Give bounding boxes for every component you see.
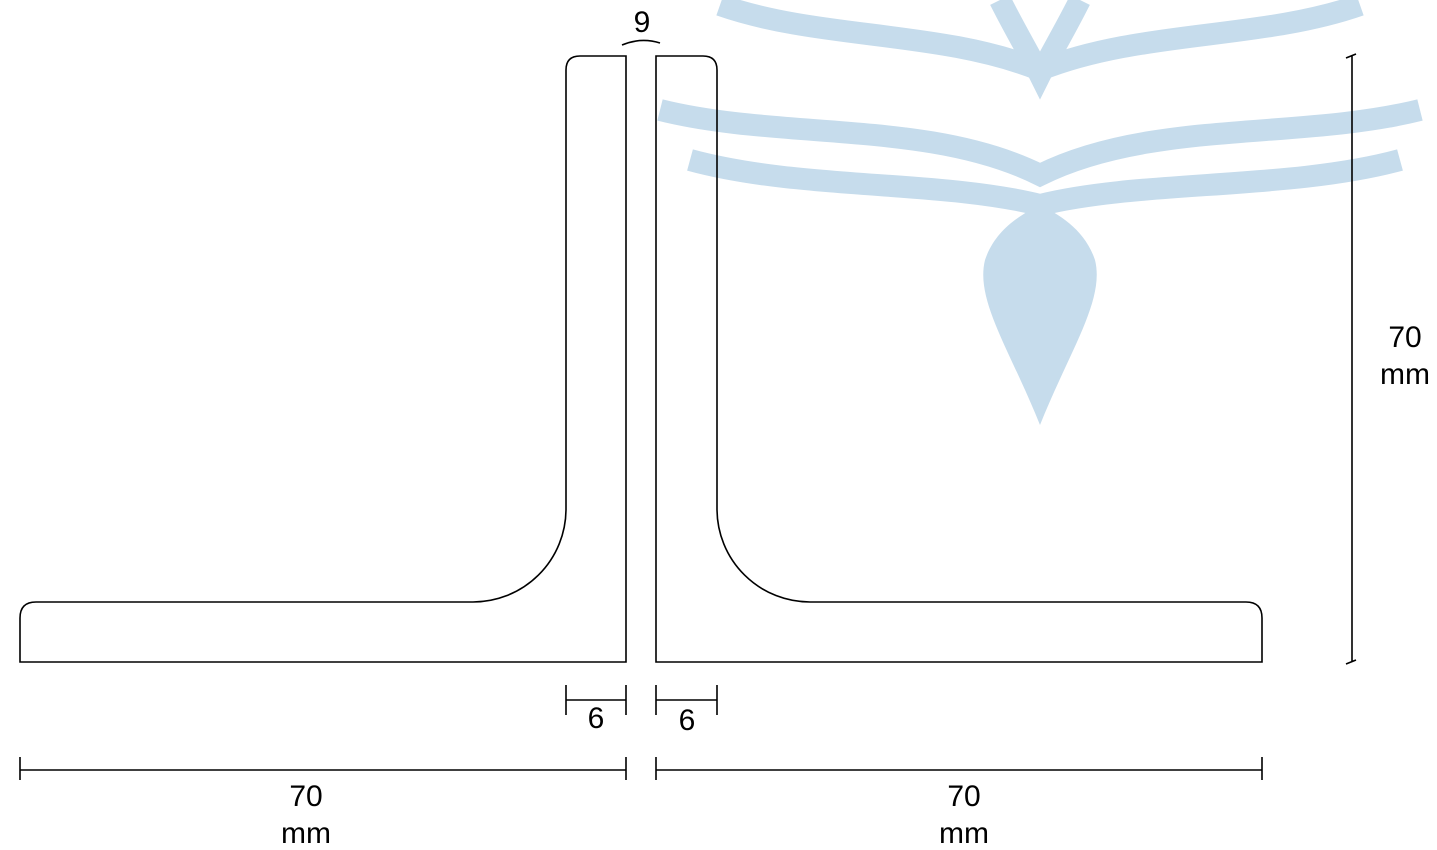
left-thickness-dimension bbox=[565, 685, 627, 715]
thickness-label: 6 bbox=[588, 702, 605, 735]
height-value: 70 bbox=[1388, 321, 1421, 354]
height-unit: mm bbox=[1380, 358, 1430, 391]
watermark bbox=[657, 0, 1423, 425]
right-width-dimension bbox=[655, 757, 1263, 780]
width-unit: mm bbox=[281, 817, 331, 850]
width-value: 70 bbox=[289, 780, 322, 813]
gap-label: 9 bbox=[634, 6, 651, 39]
angle-profiles bbox=[19, 55, 1263, 663]
dimension-lines bbox=[19, 39, 1357, 780]
left-angle bbox=[19, 55, 627, 663]
right-thickness-dimension bbox=[655, 685, 718, 715]
width-value: 70 bbox=[947, 780, 980, 813]
height-dimension bbox=[1345, 53, 1357, 665]
right-angle bbox=[655, 55, 1263, 663]
left-width-dimension bbox=[19, 757, 627, 780]
width-unit: mm bbox=[939, 817, 989, 850]
gap-dimension bbox=[621, 39, 661, 46]
thickness-label: 6 bbox=[679, 704, 696, 737]
